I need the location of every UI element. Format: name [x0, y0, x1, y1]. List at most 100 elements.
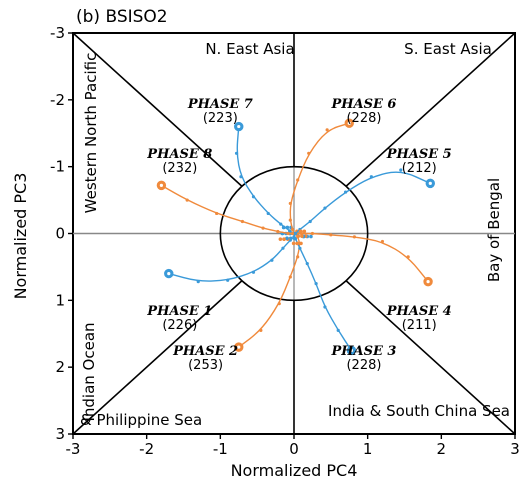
x-tick-label: 2: [437, 440, 447, 458]
cluster-point: [292, 236, 297, 241]
cluster-point: [298, 229, 303, 234]
cluster-point: [285, 236, 289, 241]
y-tick-label: 2: [55, 358, 65, 376]
trajectory-point: [287, 229, 292, 233]
cluster-point: [309, 234, 313, 239]
trajectory-line-6: [289, 122, 350, 234]
y-tick-label: -1: [50, 158, 65, 176]
region-indian-ocean: Indian Ocean: [80, 322, 98, 421]
cluster-point: [295, 241, 300, 246]
trajectory-start-marker-center: [237, 345, 241, 349]
trajectory-point: [298, 246, 302, 250]
trajectory-point: [185, 198, 189, 202]
trajectory-start-marker-center: [428, 181, 432, 185]
phase-count-1: (226): [162, 318, 197, 333]
trajectory-point: [277, 302, 281, 306]
cluster-point: [302, 229, 307, 234]
trajectory-line-2: [238, 233, 301, 348]
x-tick-label: 1: [363, 440, 373, 458]
trajectory-point: [369, 175, 373, 179]
phase-count-4: (211): [402, 318, 437, 333]
trajectory-point: [239, 175, 243, 179]
trajectory-point: [266, 211, 270, 216]
trajectory-point: [259, 328, 263, 333]
phase-count-3: (228): [346, 358, 381, 373]
trajectory-point: [215, 211, 219, 216]
trajectory-point: [323, 206, 327, 210]
diagonal-line-3: [72, 280, 243, 435]
trajectory-start-marker-center: [347, 121, 351, 125]
trajectory-point: [352, 235, 357, 239]
trajectory-start-marker-center: [349, 348, 354, 353]
trajectory-point: [226, 278, 230, 282]
trajectory-point: [290, 231, 295, 236]
diagonal-line-1: [72, 32, 243, 187]
y-axis-title: Normalized PC3: [11, 173, 30, 300]
x-tick-label: 3: [510, 440, 520, 458]
y-tick-label: -2: [50, 91, 65, 109]
phase-label-6: PHASE 6: [330, 97, 396, 112]
trajectory-point: [343, 190, 348, 194]
trajectory-point: [325, 128, 329, 132]
y-tick-label: -3: [50, 24, 65, 42]
phase-count-8: (232): [162, 161, 197, 176]
trajectory-point: [329, 233, 333, 237]
diagonal-line-2: [345, 32, 516, 187]
trajectory-point: [336, 328, 340, 333]
chart-title: (b) BSISO2: [76, 7, 168, 27]
trajectory-point: [279, 222, 283, 226]
trajectory-point: [310, 231, 315, 236]
phase-label-7: PHASE 7: [187, 97, 253, 112]
trajectory-point: [288, 218, 292, 222]
region-south-east-asia: S. East Asia: [404, 40, 492, 58]
cluster-point: [291, 241, 296, 246]
trajectory-point: [314, 282, 318, 286]
trajectory-point: [270, 258, 274, 262]
phase-count-2: (253): [188, 358, 223, 373]
phase-count-7: (223): [203, 111, 238, 126]
trajectory-point: [288, 201, 292, 206]
x-axis-title: Normalized PC4: [231, 461, 358, 480]
y-tick-label: 1: [55, 291, 65, 309]
y-tick-label: 3: [55, 425, 65, 443]
x-tick-label: 0: [289, 440, 299, 458]
region-north-east-asia: N. East Asia: [205, 40, 294, 58]
trajectory-line-1: [168, 233, 297, 282]
phase-label-1: PHASE 1: [146, 304, 212, 319]
trajectory-point: [281, 246, 285, 250]
trajectory-line-3: [293, 233, 353, 351]
trajectory-start-marker-center: [159, 183, 163, 187]
x-tick-label: -2: [139, 440, 154, 458]
trajectory-point: [251, 270, 256, 274]
trajectory-point: [308, 219, 312, 224]
trajectory-point: [296, 178, 300, 182]
trajectory-point: [399, 168, 403, 172]
trajectory-point: [288, 275, 292, 279]
phase-label-2: PHASE 2: [172, 344, 238, 359]
trajectory-start-marker-center: [237, 124, 241, 129]
cluster-point: [278, 237, 283, 241]
cluster-point: [281, 225, 286, 230]
trajectory-point: [406, 255, 410, 259]
trajectory-point: [296, 255, 300, 259]
cluster-point: [282, 237, 286, 241]
trajectory-point: [380, 239, 384, 244]
trajectory-point: [286, 231, 290, 236]
trajectory-start-marker-center: [426, 280, 430, 284]
trajectory-start-marker-center: [167, 272, 171, 276]
region-bay-of-bengal: Bay of Bengal: [485, 178, 503, 282]
trajectory-point: [251, 195, 256, 199]
trajectory-point: [323, 305, 327, 309]
phase-label-3: PHASE 3: [330, 344, 396, 359]
x-tick-label: -1: [213, 440, 228, 458]
trajectory-line-8: [161, 184, 293, 235]
region-india-south-china-sea: India & South China Sea: [328, 402, 510, 420]
phase-count-5: (212): [402, 161, 437, 176]
unit-circle: [219, 165, 369, 302]
y-tick-label: 0: [55, 225, 65, 243]
trajectory-point: [276, 229, 280, 234]
x-tick-label: -3: [66, 440, 81, 458]
cluster-point: [300, 234, 304, 238]
